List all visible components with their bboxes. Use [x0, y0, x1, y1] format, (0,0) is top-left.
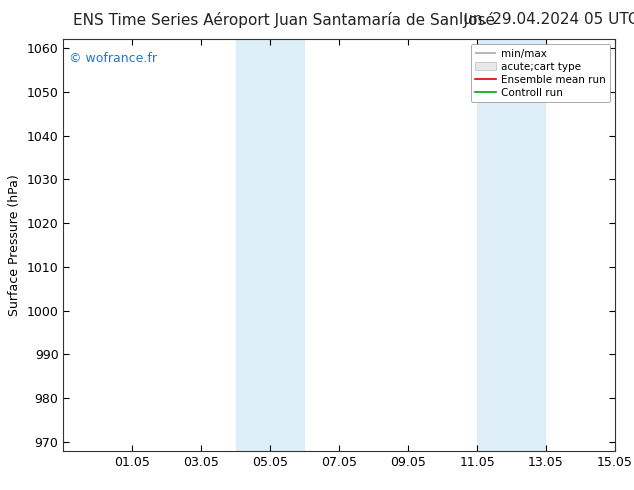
Text: lun. 29.04.2024 05 UTC: lun. 29.04.2024 05 UTC: [459, 12, 634, 27]
Text: ENS Time Series Aéroport Juan Santamaría de San José: ENS Time Series Aéroport Juan Santamaría…: [73, 12, 495, 28]
Text: © wofrance.fr: © wofrance.fr: [69, 51, 157, 65]
Legend: min/max, acute;cart type, Ensemble mean run, Controll run: min/max, acute;cart type, Ensemble mean …: [470, 45, 610, 102]
Bar: [236, 39, 305, 451]
Bar: [477, 39, 546, 451]
Y-axis label: Surface Pressure (hPa): Surface Pressure (hPa): [8, 174, 21, 316]
